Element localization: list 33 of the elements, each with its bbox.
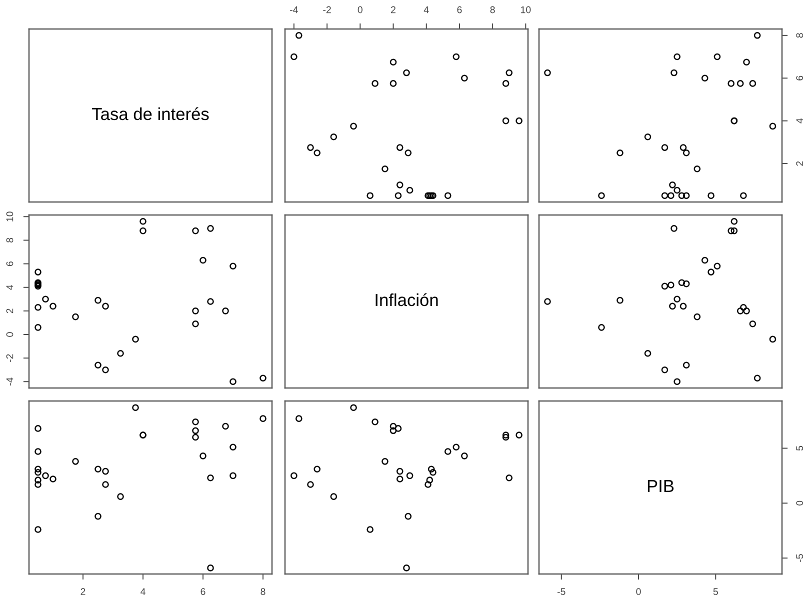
y-tick-label: -4	[6, 378, 14, 386]
x-tick-label: 10	[521, 6, 531, 14]
y-tick-label: 6	[796, 76, 804, 80]
y-tick-label: -5	[796, 554, 804, 562]
y-tick-label: 0	[6, 332, 14, 337]
y-tick-label: 10	[6, 212, 14, 222]
y-tick-label: 2	[6, 308, 14, 314]
y-tick-label: 4	[6, 284, 14, 290]
y-tick-label: -2	[6, 354, 14, 362]
annotation: PIB	[648, 480, 674, 492]
x-tick-label: 8	[490, 6, 495, 14]
y-tick-label: 8	[6, 238, 14, 242]
x-tick-label: 6	[200, 588, 206, 596]
x-tick-label: -4	[290, 6, 298, 14]
x-tick-label: 5	[713, 588, 718, 596]
x-tick-label: 0	[358, 6, 362, 14]
x-tick-label: 8	[260, 588, 266, 596]
x-tick-label: -2	[323, 6, 331, 14]
text: Inflación	[376, 293, 438, 306]
y-tick-label: 2	[796, 161, 803, 166]
x-tick-label: 2	[391, 6, 396, 14]
x-tick-label: 2	[80, 588, 86, 595]
y-tick-label: 4	[796, 118, 803, 124]
x-tick-label: 4	[424, 6, 429, 14]
y-tick-label: 8	[796, 33, 804, 38]
x-tick-label: 6	[457, 6, 462, 14]
y-tick-label: 6	[6, 262, 14, 266]
text: Tasa de interés	[92, 107, 209, 120]
x-tick-label: 4	[140, 588, 146, 595]
y-tick-label: 0	[796, 500, 804, 506]
x-tick-label: -5	[557, 588, 566, 596]
y-tick-label: 5	[796, 446, 804, 451]
x-tick-label: 0	[636, 588, 641, 596]
